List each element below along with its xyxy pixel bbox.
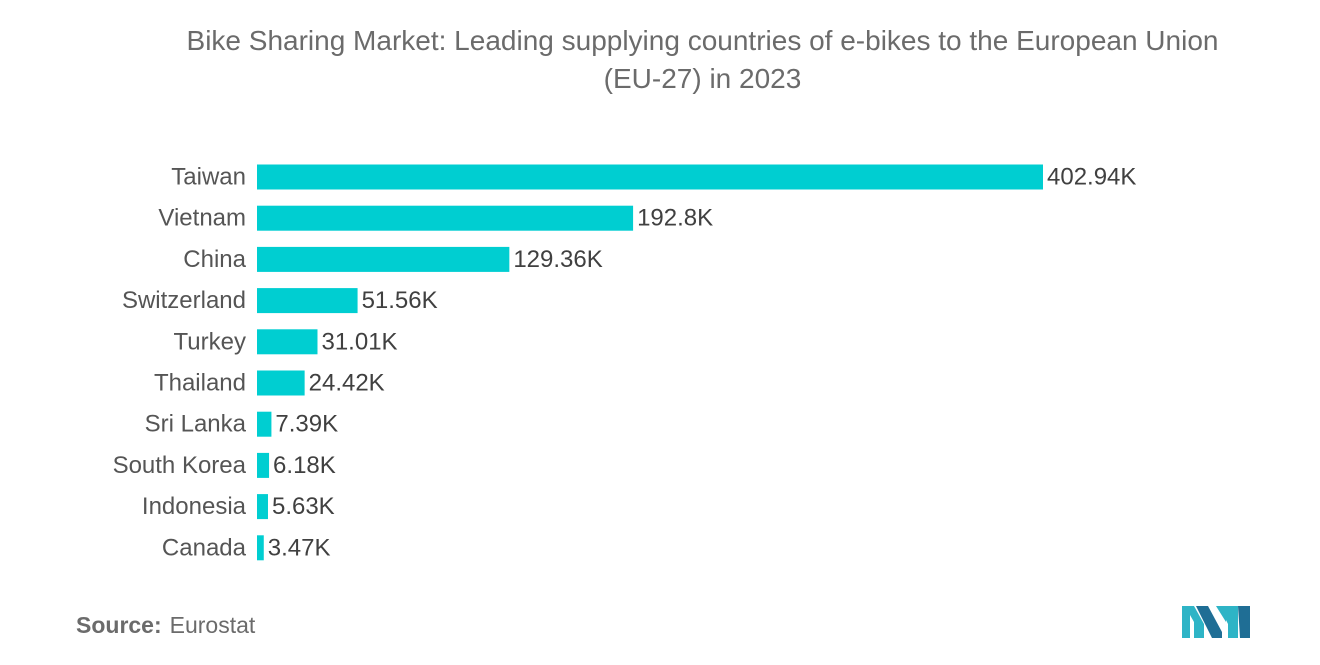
category-label-turkey: Turkey <box>174 328 246 355</box>
value-label-sri-lanka: 7.39K <box>275 411 338 438</box>
category-label-vietnam: Vietnam <box>158 205 246 232</box>
category-label-switzerland: Switzerland <box>122 287 246 314</box>
mordor-intelligence-logo-icon <box>1182 606 1250 638</box>
value-label-taiwan: 402.94K <box>1047 164 1136 191</box>
bar-china[interactable] <box>257 246 510 272</box>
value-label-canada: 3.47K <box>268 534 331 561</box>
bar-south-korea[interactable] <box>257 452 270 478</box>
value-label-south-korea: 6.18K <box>273 452 336 479</box>
bar-canada[interactable] <box>257 535 264 561</box>
chart-title: Bike Sharing Market: Leading supplying c… <box>0 22 1320 98</box>
category-label-indonesia: Indonesia <box>142 493 247 520</box>
value-label-indonesia: 5.63K <box>272 493 335 520</box>
category-label-thailand: Thailand <box>154 370 246 397</box>
category-label-taiwan: Taiwan <box>171 164 246 191</box>
bar-sri-lanka[interactable] <box>257 411 272 437</box>
value-label-turkey: 31.01K <box>321 328 397 355</box>
chart-title-line-1: Bike Sharing Market: Leading supplying c… <box>186 25 1219 56</box>
source-note: Source: Eurostat <box>76 612 255 639</box>
category-label-sri-lanka: Sri Lanka <box>145 411 247 438</box>
source-value: Eurostat <box>169 612 256 638</box>
category-label-south-korea: South Korea <box>113 452 247 479</box>
bar-vietnam[interactable] <box>257 205 634 231</box>
value-label-vietnam: 192.8K <box>637 205 713 232</box>
category-label-china: China <box>183 246 246 273</box>
bar-taiwan[interactable] <box>257 164 1043 190</box>
bar-chart: Taiwan 402.94K Vietnam 192.8K China 129.36K Sw… <box>113 164 1137 562</box>
value-label-china: 129.36K <box>513 246 602 273</box>
value-label-thailand: 24.42K <box>309 370 385 397</box>
bar-turkey[interactable] <box>257 329 318 355</box>
chart-title-line-2: (EU-27) in 2023 <box>603 63 802 94</box>
bar-thailand[interactable] <box>257 370 305 396</box>
bar-indonesia[interactable] <box>257 494 268 520</box>
bar-switzerland[interactable] <box>257 288 358 314</box>
category-label-canada: Canada <box>162 534 247 561</box>
source-label: Source: <box>76 612 162 638</box>
value-label-switzerland: 51.56K <box>362 287 438 314</box>
